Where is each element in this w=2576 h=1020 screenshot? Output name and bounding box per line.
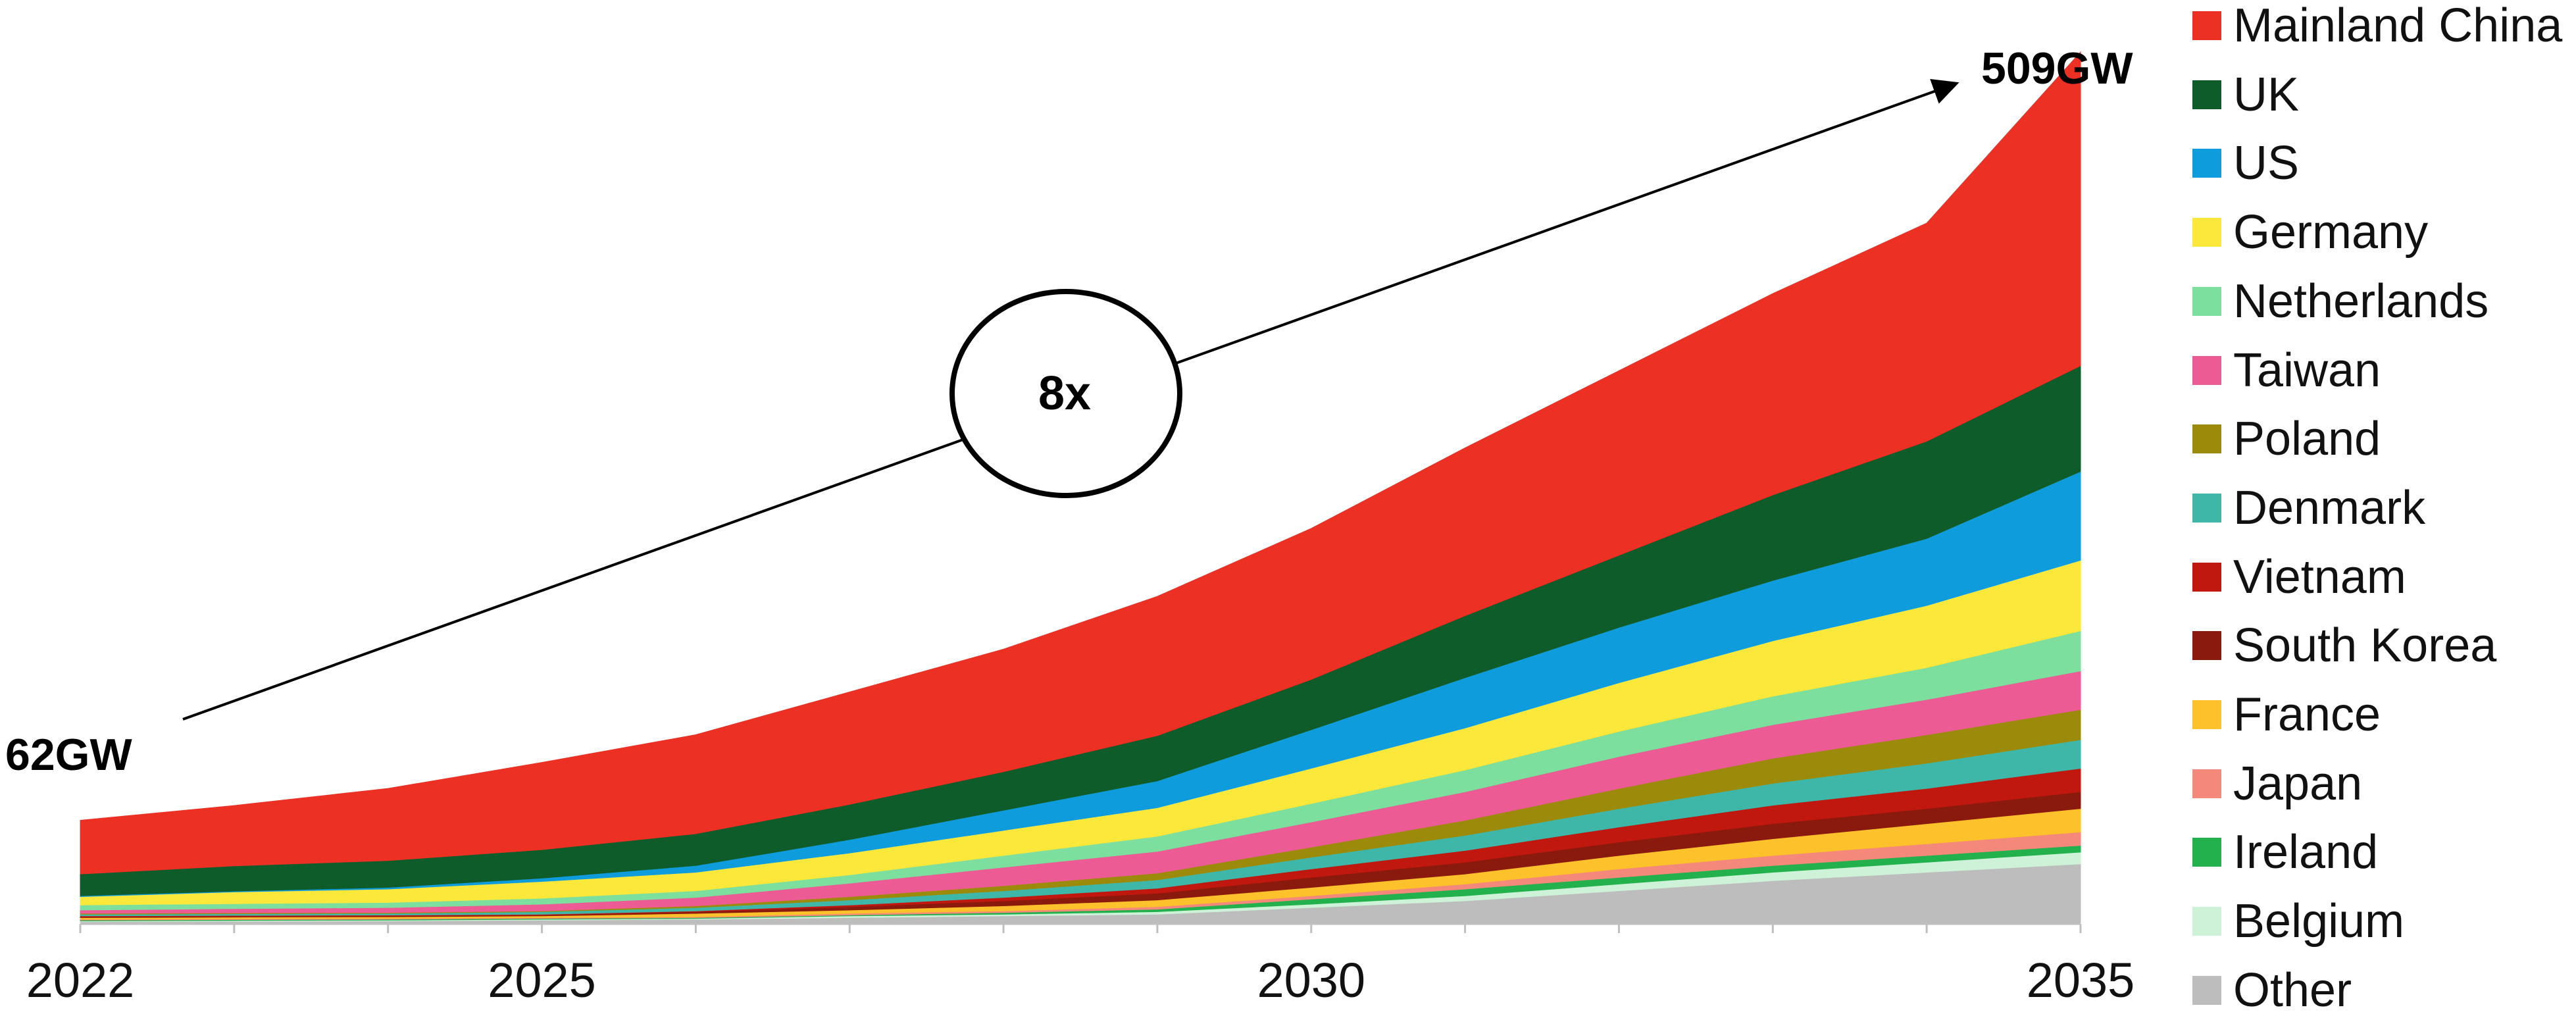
legend-item-germany: Germany (2192, 203, 2428, 262)
legend-label: Denmark (2233, 481, 2426, 534)
legend-label: Vietnam (2233, 550, 2406, 603)
legend-label: France (2233, 688, 2381, 741)
legend-label: UK (2233, 68, 2300, 121)
legend-swatch (2192, 11, 2221, 40)
x-tick-label: 2035 (2027, 953, 2135, 1007)
legend-swatch (2192, 218, 2221, 247)
legend-label: Belgium (2233, 895, 2405, 948)
legend-item-poland: Poland (2192, 409, 2381, 469)
x-tick-label: 2030 (1257, 953, 1365, 1007)
legend-swatch (2192, 975, 2221, 1005)
legend-item-south-korea: South Korea (2192, 616, 2496, 675)
legend-item-uk: UK (2192, 65, 2299, 124)
area-series-group (80, 51, 2081, 923)
area-series-mainland-china (80, 51, 2081, 875)
legend-label: Germany (2233, 206, 2429, 259)
legend-item-japan: Japan (2192, 754, 2362, 813)
x-axis-tick-labels: 2022 2025 2030 2035 (26, 953, 2135, 1007)
legend-label: South Korea (2233, 619, 2497, 673)
legend-label: Poland (2233, 413, 2381, 466)
legend-item-other: Other (2192, 961, 2352, 1020)
legend-item-vietnam: Vietnam (2192, 548, 2406, 607)
legend-swatch (2192, 355, 2221, 385)
legend-swatch (2192, 286, 2221, 316)
legend-swatch (2192, 907, 2221, 936)
end-value-label: 509GW (1981, 43, 2133, 93)
legend-swatch (2192, 838, 2221, 867)
legend-item-denmark: Denmark (2192, 478, 2425, 538)
legend-item-netherlands: Netherlands (2192, 272, 2488, 331)
start-value-label: 62GW (5, 730, 133, 780)
x-tick-label: 2025 (488, 953, 596, 1007)
legend-label: Mainland China (2233, 0, 2563, 52)
legend-item-us: US (2192, 134, 2299, 193)
legend-swatch (2192, 700, 2221, 729)
legend-swatch (2192, 80, 2221, 109)
legend-swatch (2192, 562, 2221, 592)
multiplier-circle (949, 289, 1182, 498)
legend-label: Japan (2233, 757, 2363, 810)
legend-swatch (2192, 769, 2221, 798)
legend-item-taiwan: Taiwan (2192, 341, 2381, 400)
legend-swatch (2192, 493, 2221, 523)
legend-label: Netherlands (2233, 274, 2489, 328)
multiplier-label: 8x (1038, 367, 1091, 420)
legend-label: Ireland (2233, 826, 2379, 879)
chart-legend: Mainland China UK US Germany Netherlands Taiw… (2192, 0, 2576, 1014)
legend-label: Taiwan (2233, 344, 2381, 397)
x-tick-label: 2022 (26, 953, 135, 1007)
legend-swatch (2192, 631, 2221, 661)
legend-swatch (2192, 149, 2221, 178)
legend-item-mainland-china: Mainland China (2192, 0, 2562, 55)
legend-swatch (2192, 424, 2221, 454)
legend-item-belgium: Belgium (2192, 892, 2404, 951)
x-axis-minor-ticks (79, 924, 2082, 933)
legend-label: Other (2233, 963, 2352, 1017)
legend-item-ireland: Ireland (2192, 823, 2378, 882)
legend-label: US (2233, 137, 2300, 190)
legend-item-france: France (2192, 685, 2381, 744)
